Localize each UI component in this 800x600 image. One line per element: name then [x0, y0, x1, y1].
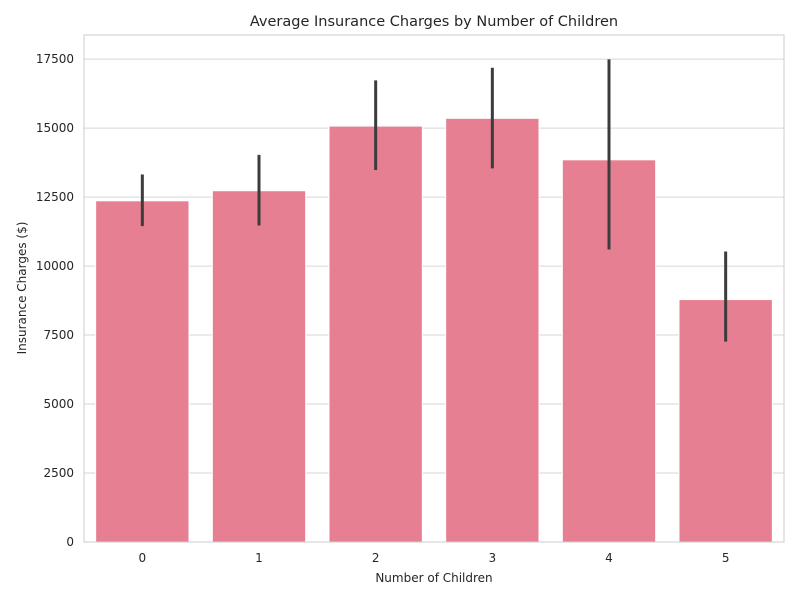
error-bars [140, 59, 728, 342]
bar [328, 125, 423, 543]
x-tick-label: 0 [139, 551, 147, 565]
y-tick-label: 7500 [43, 328, 74, 342]
y-tick-label: 17500 [36, 52, 74, 66]
x-tick-label: 4 [605, 551, 613, 565]
x-tick-label: 2 [372, 551, 380, 565]
x-tick-label: 3 [489, 551, 497, 565]
bar [211, 190, 307, 543]
x-tick-label: 1 [255, 551, 263, 565]
y-tick-labels: 0 2500 5000 7500 10000 12500 15000 17500 [36, 52, 74, 549]
chart-title: Average Insurance Charges by Number of C… [250, 14, 618, 30]
y-tick-label: 12500 [36, 190, 74, 204]
bar-series [95, 117, 773, 543]
grid-lines [84, 58, 784, 543]
y-tick-label: 5000 [43, 397, 74, 411]
y-tick-label: 0 [66, 535, 74, 549]
y-tick-label: 15000 [36, 121, 74, 135]
bar [445, 117, 540, 543]
y-tick-label: 2500 [43, 466, 74, 480]
x-tick-labels: 0 1 2 3 4 5 [139, 551, 730, 565]
x-tick-label: 5 [722, 551, 730, 565]
y-tick-label: 10000 [36, 259, 74, 273]
y-axis-label: Insurance Charges ($) [15, 222, 29, 355]
bar [95, 200, 190, 543]
x-axis-label: Number of Children [375, 571, 492, 585]
plot-frame [83, 34, 785, 543]
